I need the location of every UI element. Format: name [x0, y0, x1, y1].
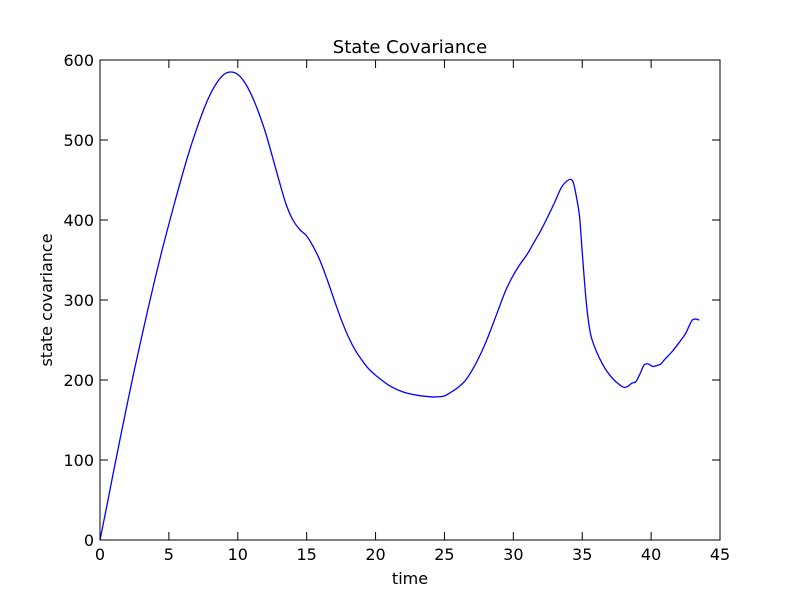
- x-tick-label: 20: [365, 545, 385, 564]
- plot-area: [100, 60, 720, 540]
- x-tick-label: 30: [503, 545, 523, 564]
- x-tick-label: 0: [95, 545, 105, 564]
- plot-frame: [99, 59, 721, 541]
- chart-title: State Covariance: [333, 37, 487, 58]
- x-tick-label: 10: [228, 545, 248, 564]
- x-tick-label: 15: [296, 545, 316, 564]
- series-line: [99, 71, 700, 541]
- y-tick-labels: 0 100 200 300 400 500 600: [63, 51, 94, 550]
- x-tick-label: 40: [641, 545, 661, 564]
- axis-ticks: [99, 59, 721, 541]
- y-tick-label: 600: [63, 51, 94, 70]
- x-tick-label: 35: [572, 545, 592, 564]
- y-tick-label: 300: [63, 291, 94, 310]
- y-axis-label: state covariance: [37, 233, 56, 366]
- x-tick-label: 45: [710, 545, 730, 564]
- y-tick-label: 100: [63, 451, 94, 470]
- x-tick-labels: 0 5 10 15 20 25 30 35 40 45: [95, 545, 730, 564]
- y-tick-label: 0: [84, 531, 94, 550]
- y-tick-label: 200: [63, 371, 94, 390]
- y-tick-label: 500: [63, 131, 94, 150]
- x-axis-label: time: [392, 569, 428, 588]
- x-tick-label: 25: [434, 545, 454, 564]
- y-tick-label: 400: [63, 211, 94, 230]
- x-tick-label: 5: [164, 545, 174, 564]
